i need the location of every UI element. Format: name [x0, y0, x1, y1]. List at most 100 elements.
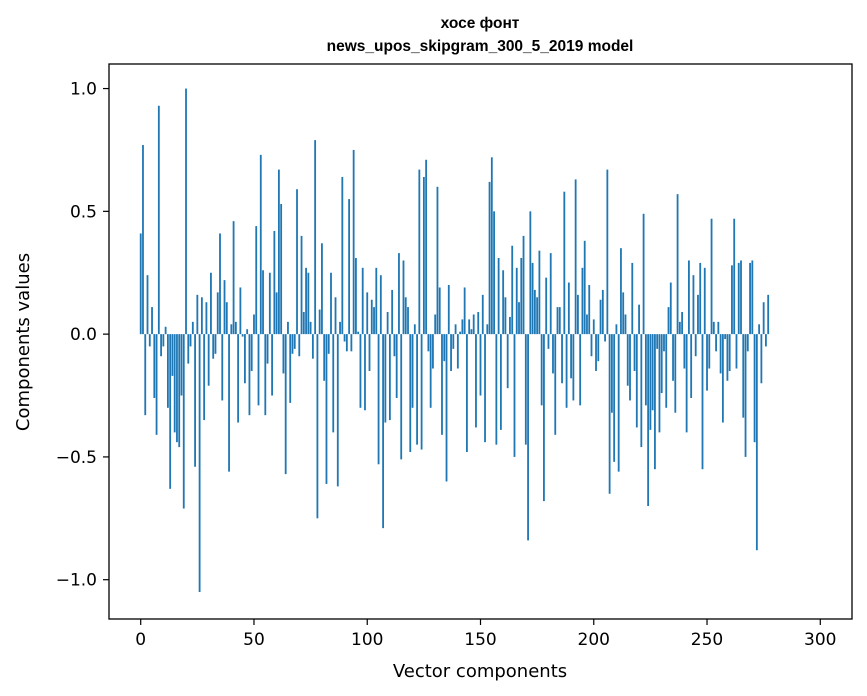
bar-268: [746, 334, 749, 352]
bar-31: [210, 272, 212, 335]
bar-248: [701, 334, 704, 470]
bar-223: [644, 334, 647, 406]
bar-267: [744, 334, 747, 457]
bar-51: [255, 226, 258, 335]
bar-149: [477, 312, 480, 335]
bar-104: [375, 267, 378, 335]
bar-102: [370, 299, 373, 335]
bar-198: [588, 285, 591, 335]
y-tick-label: 0.0: [70, 325, 97, 345]
bar-91: [345, 334, 348, 352]
bar-38: [225, 302, 228, 335]
bar-28: [203, 334, 206, 421]
bar-193: [577, 294, 579, 335]
bar-160: [502, 270, 505, 335]
bar-93: [350, 334, 353, 352]
bar-30: [207, 334, 210, 386]
bar-200: [592, 319, 595, 335]
bar-138: [452, 334, 455, 349]
bar-5: [151, 307, 153, 335]
bar-16: [176, 334, 178, 443]
bar-155: [490, 157, 493, 335]
bar-68: [293, 334, 296, 349]
bar-256: [719, 334, 722, 374]
bar-95: [355, 258, 357, 335]
bar-127: [427, 334, 430, 352]
y-tick-label: 0.5: [70, 202, 97, 222]
bar-58: [271, 334, 273, 396]
bar-57: [268, 272, 271, 335]
bar-15: [173, 334, 176, 433]
bar-47: [246, 329, 249, 335]
bar-265: [740, 260, 742, 335]
bar-139: [454, 324, 457, 335]
bar-146: [470, 329, 473, 335]
bar-194: [579, 334, 582, 406]
bar-35: [219, 233, 221, 335]
bar-252: [710, 218, 713, 335]
bar-266: [742, 334, 745, 418]
bar-130: [434, 314, 437, 335]
bar-44: [239, 287, 242, 335]
bar-137: [450, 334, 452, 371]
bar-216: [629, 334, 631, 401]
bars-group: [139, 88, 770, 592]
bar-277: [767, 294, 770, 335]
bar-271: [753, 334, 756, 443]
bar-212: [620, 248, 622, 335]
bar-179: [545, 277, 548, 335]
bar-191: [572, 334, 575, 401]
bar-222: [642, 213, 645, 335]
bar-258: [724, 334, 727, 340]
bar-152: [484, 334, 486, 443]
bar-209: [613, 334, 616, 462]
bar-64: [284, 334, 287, 475]
bar-77: [314, 140, 317, 335]
bar-22: [189, 334, 192, 347]
bar-174: [533, 289, 536, 335]
bar-56: [266, 334, 269, 364]
bar-105: [377, 334, 380, 465]
bar-186: [561, 334, 563, 384]
bar-225: [649, 334, 652, 430]
bar-184: [556, 307, 559, 335]
bar-208: [610, 334, 613, 413]
bar-189: [567, 282, 570, 335]
bar-264: [737, 262, 740, 335]
bar-4: [148, 334, 151, 347]
bar-145: [468, 319, 471, 335]
bar-221: [640, 334, 643, 448]
bar-168: [520, 258, 523, 335]
bar-199: [590, 334, 593, 357]
bar-228: [656, 334, 659, 349]
bar-113: [395, 334, 398, 398]
bar-76: [311, 334, 314, 359]
bar-274: [760, 334, 763, 384]
bar-219: [635, 334, 638, 428]
bar-120: [411, 334, 414, 408]
bar-100: [366, 292, 369, 335]
bar-12: [166, 334, 169, 408]
bar-14: [171, 334, 174, 376]
bar-275: [762, 302, 765, 335]
bar-119: [409, 334, 412, 453]
bar-142: [461, 319, 464, 335]
bar-106: [379, 275, 382, 335]
bar-29: [205, 302, 208, 335]
bar-65: [287, 321, 289, 335]
bar-241: [685, 334, 688, 433]
bar-9: [160, 334, 162, 357]
bar-41: [232, 221, 235, 335]
bar-211: [617, 334, 620, 472]
bar-151: [481, 294, 484, 335]
x-tick-label: 0: [135, 630, 146, 650]
bar-89: [341, 176, 344, 335]
bar-82: [325, 334, 328, 484]
bar-115: [400, 334, 403, 460]
bar-13: [169, 334, 172, 489]
bar-233: [667, 307, 670, 335]
bar-260: [728, 334, 731, 371]
bar-203: [599, 299, 602, 335]
bar-249: [703, 267, 706, 335]
